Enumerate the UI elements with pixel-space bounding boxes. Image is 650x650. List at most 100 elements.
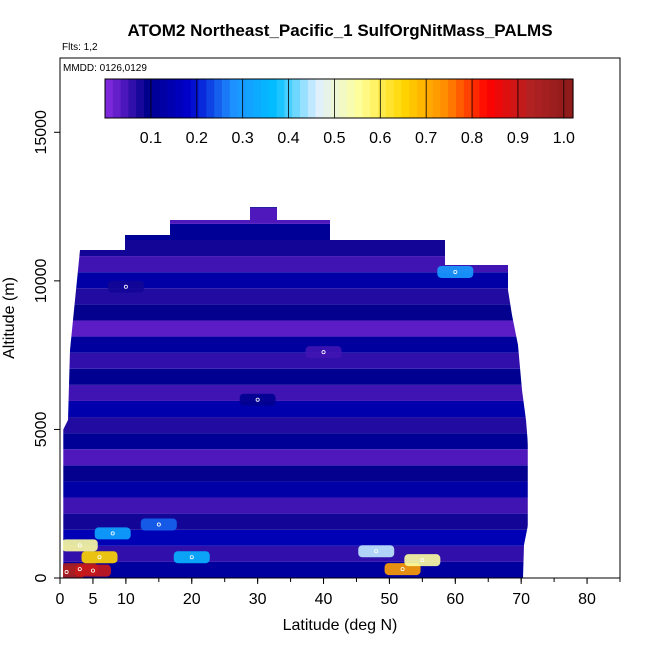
sample-point bbox=[492, 255, 497, 260]
colorbar-segment bbox=[440, 79, 449, 118]
colorbar-segment bbox=[456, 79, 465, 118]
colorbar-segment bbox=[253, 79, 262, 118]
sample-point bbox=[321, 350, 326, 355]
y-tick-label: 0 bbox=[33, 573, 50, 582]
heatmap-band bbox=[63, 481, 528, 498]
colorbar-segment bbox=[549, 79, 558, 118]
x-tick-label: 20 bbox=[183, 591, 201, 608]
colorbar-segment bbox=[448, 79, 457, 118]
y-axis-label: Altitude (m) bbox=[1, 277, 18, 359]
colorbar-segment bbox=[112, 79, 122, 118]
x-tick-label: 60 bbox=[446, 591, 464, 608]
colorbar-segment bbox=[424, 79, 434, 118]
sample-point bbox=[110, 531, 115, 536]
plot-frame bbox=[59, 57, 621, 579]
observation-cell bbox=[358, 545, 395, 558]
colorbar-segment bbox=[495, 79, 504, 118]
heatmap-band bbox=[63, 529, 528, 546]
sample-point bbox=[123, 284, 128, 289]
observation-cell bbox=[266, 192, 302, 204]
x-tick-label: 30 bbox=[249, 591, 267, 608]
colorbar-segment bbox=[206, 79, 215, 118]
colorbar-segment bbox=[198, 79, 207, 118]
colorbar-segment bbox=[261, 79, 270, 118]
observation-cell bbox=[94, 527, 131, 540]
sample-point bbox=[400, 567, 405, 572]
colorbar-tick-label: 0.1 bbox=[140, 130, 162, 147]
colorbar-segment bbox=[487, 79, 496, 118]
colorbar-segment bbox=[268, 79, 278, 118]
colorbar-tick-label: 0.8 bbox=[461, 130, 483, 147]
colorbar-segment bbox=[159, 79, 168, 118]
colorbar-segment bbox=[510, 79, 519, 118]
colorbar-frame bbox=[104, 78, 574, 119]
sample-point bbox=[281, 195, 286, 200]
colorbar-segment bbox=[151, 79, 161, 118]
observation-cell bbox=[305, 346, 342, 359]
colorbar-segment bbox=[385, 79, 395, 118]
heatmap-band bbox=[63, 256, 528, 273]
date-note: MMDD: 0126,0129 bbox=[63, 63, 147, 74]
plot-area: MMDD: 0126,0129 0.1 0.2 0.3 0.4 0.5 0.6 0.7 0.8… bbox=[59, 57, 621, 579]
colorbar-segment bbox=[128, 79, 137, 118]
colorbar-tick-label: 1.0 bbox=[553, 130, 575, 147]
colorbar-segment bbox=[229, 79, 239, 118]
x-tick-label: 10 bbox=[117, 591, 135, 608]
colorbar-segment bbox=[534, 79, 543, 118]
colorbar-tick-label: 0.2 bbox=[186, 130, 208, 147]
heatmap-band bbox=[63, 207, 528, 224]
sample-point bbox=[64, 570, 69, 575]
y-tick-label: 10000 bbox=[33, 259, 50, 304]
y-tick-label: 5000 bbox=[33, 412, 50, 448]
colorbar-segment bbox=[354, 79, 363, 118]
heatmap-band bbox=[63, 561, 528, 578]
observation-cell bbox=[404, 554, 441, 567]
colorbar-tick-label: 0.4 bbox=[277, 130, 299, 147]
observation-cell bbox=[140, 518, 177, 531]
sample-point bbox=[420, 558, 425, 563]
heatmap-band bbox=[63, 223, 528, 240]
colorbar-segment bbox=[417, 79, 426, 118]
heatmap-band bbox=[63, 304, 528, 321]
colorbar-segment bbox=[315, 79, 324, 118]
colorbar: 0.1 0.2 0.3 0.4 0.5 0.6 0.7 0.8 0.9 1.0 bbox=[104, 78, 575, 147]
heatmap-band bbox=[63, 320, 528, 337]
colorbar-tick-label: 0.5 bbox=[323, 130, 345, 147]
colorbar-tick-label: 0.7 bbox=[415, 130, 437, 147]
colorbar-segment bbox=[557, 79, 566, 118]
observation-cell bbox=[476, 251, 513, 264]
heatmap-band bbox=[63, 207, 528, 208]
heatmap-band bbox=[63, 400, 528, 418]
colorbar-segment bbox=[432, 79, 441, 118]
heatmap-band bbox=[63, 336, 528, 353]
x-tick-label: 50 bbox=[381, 591, 399, 608]
colorbar-segment bbox=[362, 79, 371, 118]
x-tick-label: 70 bbox=[512, 591, 530, 608]
sample-point bbox=[77, 543, 82, 548]
x-axis: 0 5 10 20 30 40 50 60 70 80 bbox=[56, 578, 621, 608]
colorbar-segment bbox=[105, 79, 114, 118]
colorbar-segment bbox=[526, 79, 535, 118]
observation-cell bbox=[173, 551, 210, 564]
sample-point bbox=[156, 522, 161, 527]
colorbar-tick-label: 0.6 bbox=[369, 130, 391, 147]
colorbar-segment bbox=[393, 79, 402, 118]
colorbar-segment bbox=[346, 79, 356, 118]
heatmap-band bbox=[63, 449, 528, 466]
sample-point bbox=[90, 568, 95, 573]
sample-point bbox=[77, 567, 82, 572]
colorbar-segment bbox=[292, 79, 301, 118]
colorbar-segment bbox=[222, 79, 231, 118]
observation-cell bbox=[81, 551, 118, 564]
colorbar-segment bbox=[463, 79, 473, 118]
colorbar-segment bbox=[339, 79, 348, 118]
colorbar-segment bbox=[120, 79, 129, 118]
colorbar-segment bbox=[300, 79, 309, 118]
colorbar-segment bbox=[518, 79, 527, 118]
colorbar-segment bbox=[479, 79, 488, 118]
observation-cell bbox=[74, 564, 111, 577]
colorbar-segment bbox=[245, 79, 254, 118]
colorbar-segment bbox=[331, 79, 340, 118]
colorbar-segment bbox=[409, 79, 418, 118]
